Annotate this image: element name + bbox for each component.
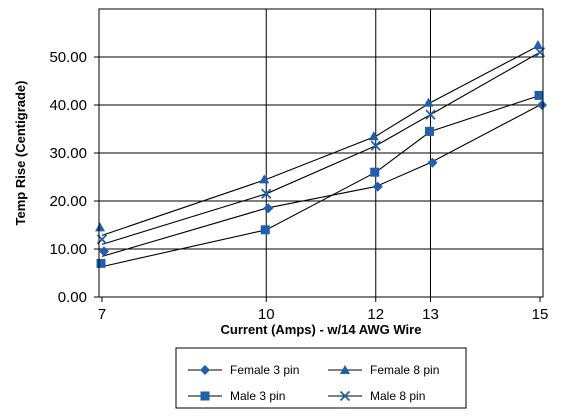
y-tick-label: 0.00 [58,289,87,306]
x-axis: 7 10 12 13 15 [98,297,549,323]
legend: Female 3 pin Female 8 pin Male 3 pin Male 8… [175,347,467,409]
legend-label-male-8-pin: Male 8 pin [370,389,425,403]
point-female-3-pin [372,181,383,192]
point-male-3-pin [370,167,380,177]
y-tick-label: 30.00 [49,145,87,162]
x-tick-label: 12 [367,306,384,323]
point-female-8-pin [368,131,379,141]
legend-label-female-8-pin: Female 8 pin [370,363,439,377]
y-axis: 0.00 10.00 20.00 30.00 40.00 50.00 [49,49,99,306]
x-tick-label: 15 [532,306,549,323]
legend-marker-male-8-pin [339,390,351,402]
x-tick-label: 13 [422,306,439,323]
point-male-3-pin [96,258,106,268]
x-tick-label: 7 [98,306,106,323]
point-female-8-pin [259,174,270,184]
point-female-8-pin [95,222,105,232]
point-male-3-pin [534,90,544,100]
legend-marker-female-8-pin [340,365,350,374]
point-male-8-pin [425,109,436,120]
legend-marker-male-3-pin [200,391,210,401]
x-marker-stroke [261,188,272,199]
y-axis-title: Temp Rise (Centigrade) [13,81,28,226]
point-male-3-pin [425,126,434,136]
x-axis-title: Current (Amps) - w/14 AWG Wire [221,322,422,337]
point-male-8-pin [370,140,381,151]
legend-marker-female-3-pin [200,365,210,375]
y-tick-label: 20.00 [49,193,87,210]
legend-box [175,347,467,409]
point-female-3-pin [263,203,274,214]
point-male-3-pin [260,225,270,235]
y-tick-label: 40.00 [49,97,87,114]
point-female-3-pin [99,246,109,257]
x-tick-label: 10 [258,306,275,323]
y-tick-label: 50.00 [49,49,87,66]
legend-label-male-3-pin: Male 3 pin [230,389,285,403]
point-female-8-pin [533,40,543,49]
point-female-3-pin [427,157,438,168]
x-marker-stroke [425,109,436,120]
legend-label-female-3-pin: Female 3 pin [230,363,299,377]
x-marker-stroke [339,390,351,402]
point-male-8-pin [261,188,272,199]
x-marker-stroke [370,140,381,151]
y-tick-label: 10.00 [49,241,87,258]
point-female-3-pin [537,100,547,110]
point-female-8-pin [423,97,434,107]
